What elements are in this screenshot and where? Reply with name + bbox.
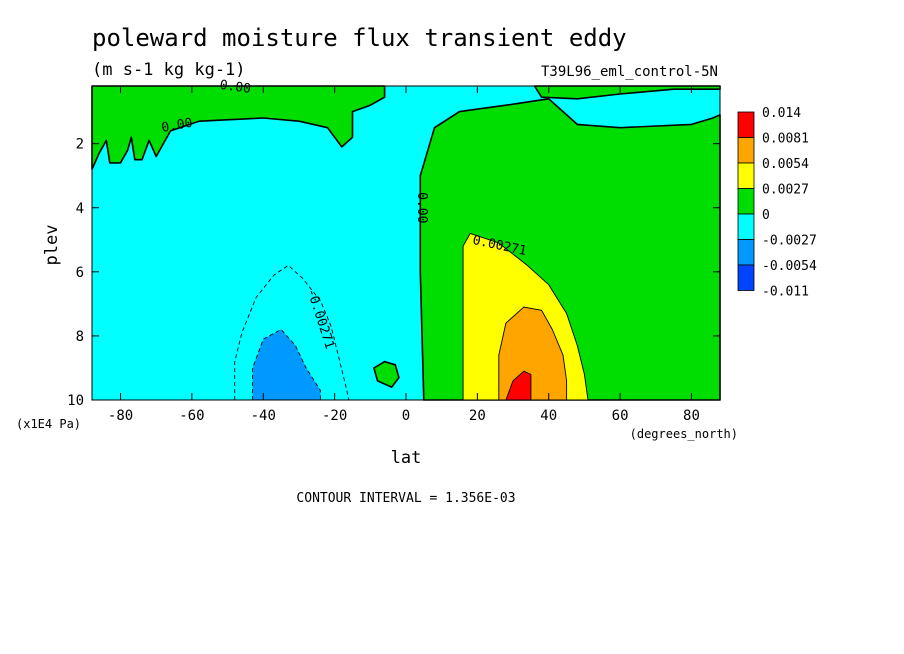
contour-label: 0.00 (160, 116, 193, 136)
dataset-label: T39L96_eml_control-5N (541, 64, 718, 80)
y-axis: 2 4 6 8 10 (67, 137, 720, 409)
colorbar-swatch (737, 111, 755, 138)
x-axis-label: lat (391, 448, 422, 468)
colorbar-label: 0.0054 (762, 157, 809, 172)
contour-region (252, 329, 321, 401)
colorbar-swatch (737, 264, 755, 291)
y-tick-label: 8 (76, 329, 84, 345)
x-axis: -80 -60 -40 -20 0 20 40 60 80 (108, 86, 700, 424)
contour-region (498, 306, 568, 401)
x-tick-label: 80 (683, 408, 700, 424)
colorbar: 0.014 0.0081 0.0054 0.0027 0 -0.0027 -0.0054 -0… (737, 106, 817, 300)
contour-region (373, 360, 400, 389)
chart-units: (m s-1 kg kg-1) (92, 60, 246, 80)
y-axis-label: plev (42, 225, 62, 266)
contour-label: 0.00 (219, 78, 252, 97)
colorbar-label: -0.0027 (762, 234, 817, 249)
x-tick-label: 20 (469, 408, 486, 424)
colorbar-swatch (737, 137, 755, 164)
contour-region (91, 85, 386, 171)
chart-title: poleward moisture flux transient eddy (92, 24, 627, 52)
colorbar-swatch (737, 213, 755, 240)
x-axis-units: (degrees_north) (630, 427, 738, 441)
contour-label: 0.00 (414, 192, 429, 223)
contour-interval-text: CONTOUR INTERVAL = 1.356E-03 (296, 491, 515, 506)
y-tick-label: 4 (76, 201, 84, 217)
colorbar-label: 0.0081 (762, 132, 809, 147)
colorbar-label: 0.014 (762, 106, 801, 121)
colorbar-swatch (737, 188, 755, 215)
x-tick-label: 40 (540, 408, 557, 424)
y-axis-units: (x1E4 Pa) (16, 417, 81, 431)
x-tick-label: 0 (402, 408, 410, 424)
y-tick-label: 2 (76, 137, 84, 153)
colorbar-swatch (737, 239, 755, 266)
plot-area (91, 85, 721, 401)
x-tick-label: -40 (251, 408, 276, 424)
colorbar-label: -0.0054 (762, 259, 817, 274)
x-tick-label: -80 (108, 408, 133, 424)
colorbar-label: -0.011 (762, 285, 809, 300)
x-tick-label: -20 (322, 408, 347, 424)
colorbar-swatch (737, 162, 755, 189)
x-tick-label: -60 (179, 408, 204, 424)
colorbar-label: 0.0027 (762, 183, 809, 198)
y-tick-label: 6 (76, 265, 84, 281)
colorbar-label: 0 (762, 208, 770, 223)
y-tick-label: 10 (67, 393, 84, 409)
x-tick-label: 60 (612, 408, 629, 424)
